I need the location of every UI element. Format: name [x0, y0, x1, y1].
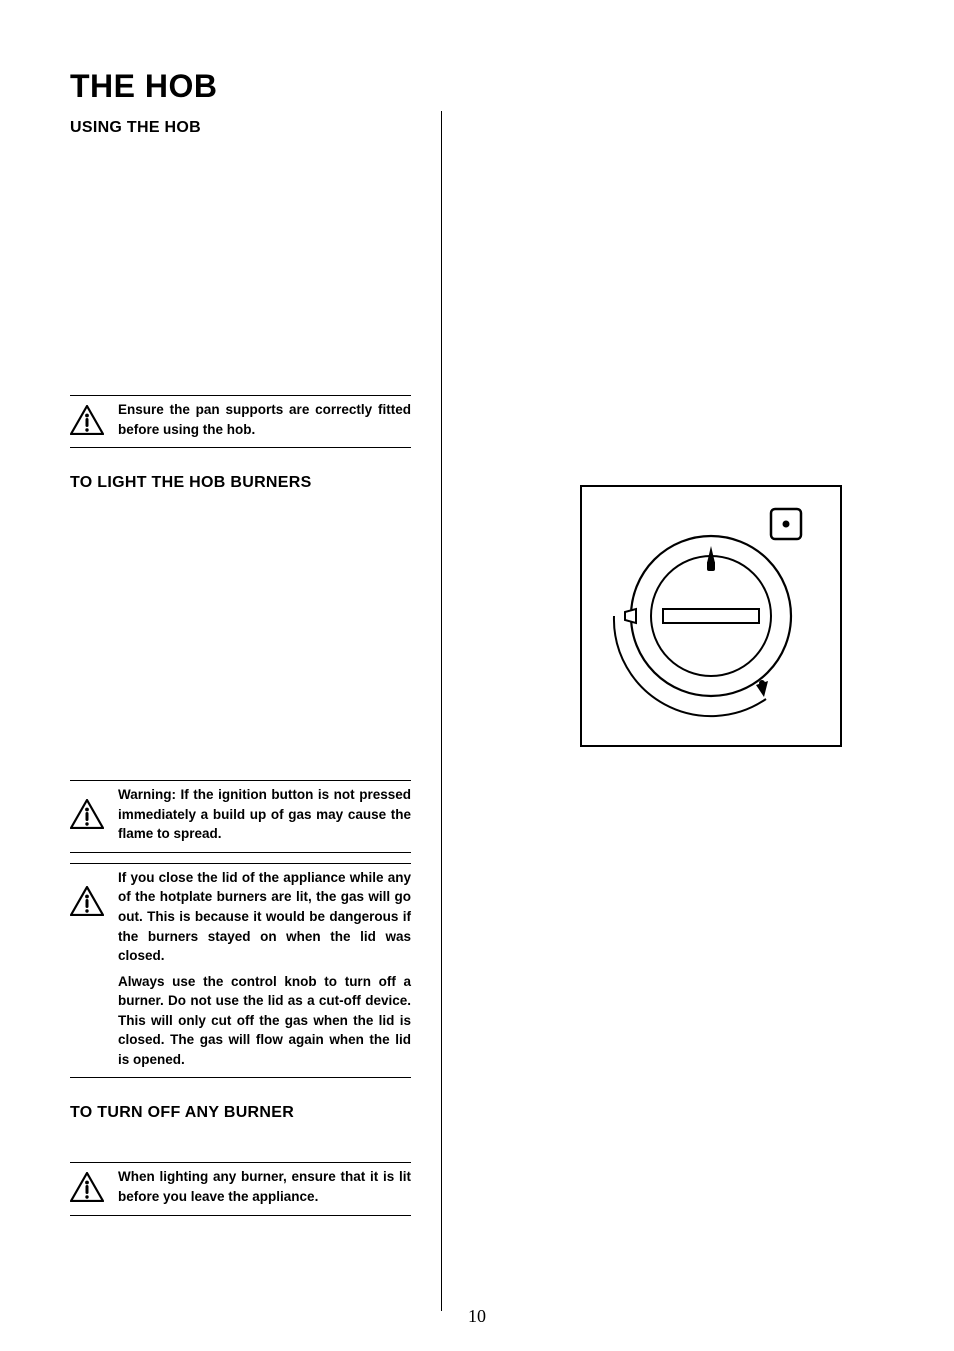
spacer [70, 137, 411, 395]
spacer [70, 853, 411, 863]
spacer [70, 1122, 411, 1162]
warning-lid: If you close the lid of the appliance wh… [70, 864, 411, 1078]
warning-text: Warning: If the ignition button is not p… [118, 785, 411, 844]
two-column-layout: USING THE HOB Ensure the pan supports ar… [70, 111, 884, 1311]
warning-text-group: If you close the lid of the appliance wh… [118, 868, 411, 1070]
warning-icon [70, 886, 104, 916]
spacer [70, 1078, 411, 1096]
warning-icon [70, 1172, 104, 1202]
section-light: TO LIGHT THE HOB BURNERS [70, 474, 411, 492]
page-number: 10 [468, 1306, 486, 1327]
rule [70, 1215, 411, 1216]
warning-pan-supports: Ensure the pan supports are correctly fi… [70, 396, 411, 447]
warning-text: If you close the lid of the appliance wh… [118, 868, 411, 966]
left-column: USING THE HOB Ensure the pan supports ar… [70, 111, 442, 1311]
warning-text: Ensure the pan supports are correctly fi… [118, 400, 411, 439]
warning-text: Always use the control knob to turn off … [118, 972, 411, 1070]
warning-text: When lighting any burner, ensure that it… [118, 1167, 411, 1206]
spacer [70, 448, 411, 466]
knob-svg [596, 501, 826, 731]
warning-ignition: Warning: If the ignition button is not p… [70, 781, 411, 852]
knob-figure [580, 485, 842, 747]
section-turnoff: TO TURN OFF ANY BURNER [70, 1104, 411, 1122]
warning-icon [70, 405, 104, 435]
warning-lit-before-leave: When lighting any burner, ensure that it… [70, 1163, 411, 1214]
warning-icon [70, 799, 104, 829]
document-page: THE HOB USING THE HOB Ensure the pan sup… [0, 0, 954, 1351]
spacer [70, 492, 411, 780]
right-column [486, 111, 884, 1311]
page-title: THE HOB [70, 68, 884, 105]
section-using: USING THE HOB [70, 119, 411, 137]
